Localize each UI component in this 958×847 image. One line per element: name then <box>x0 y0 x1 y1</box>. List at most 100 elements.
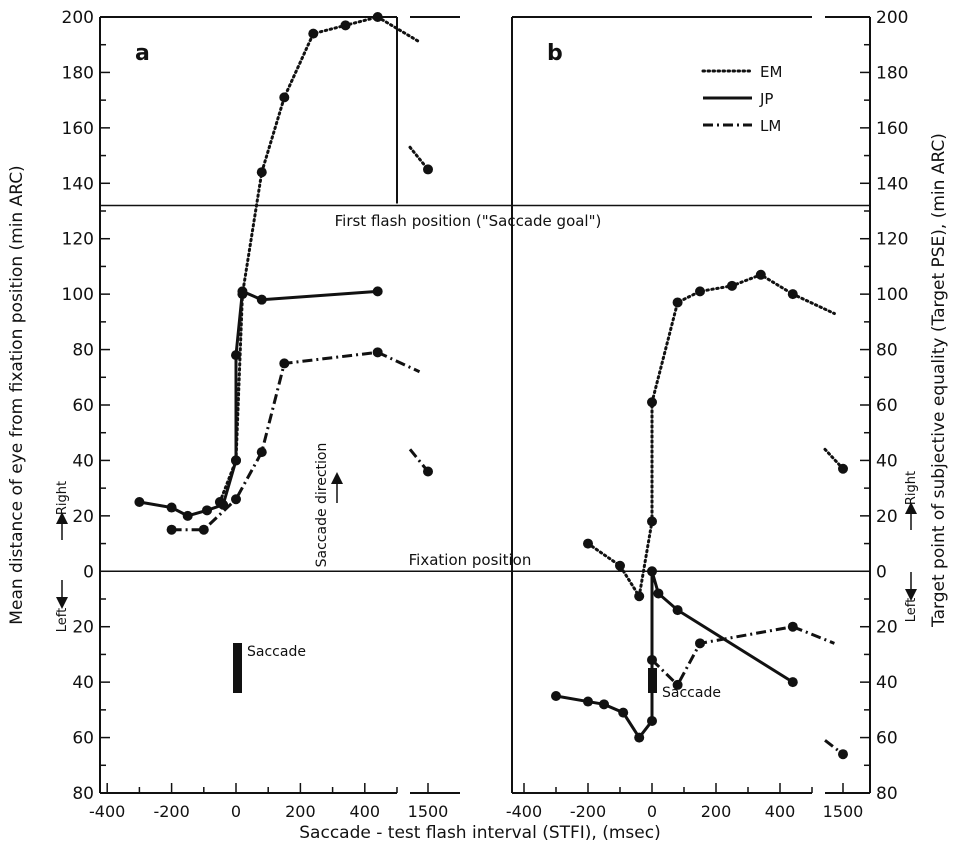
x-tick-label-0-0: -400 <box>89 802 125 821</box>
data-point-b-jp-4 <box>634 732 645 743</box>
series-tail-a-lm <box>377 350 421 374</box>
data-point-a-jp-6 <box>231 350 241 361</box>
series-1500-segment-b-lm <box>824 739 844 756</box>
left-direction-label: Left <box>55 608 70 632</box>
x-tick-label-0-3: 200 <box>285 802 316 821</box>
data-point-b-jp-2 <box>599 699 609 710</box>
y-tick-label-right-4: 0 <box>876 562 887 582</box>
x-break-tick-label-0: 1500 <box>408 802 449 821</box>
data-point-b-em-1 <box>615 560 625 571</box>
y-tick-label-left-7: 60 <box>72 396 94 416</box>
series-line-a-lm <box>171 350 378 532</box>
data-point-b-jp-5 <box>647 715 657 726</box>
data-point-1500-b-em <box>838 463 848 474</box>
y-tick-label-left-10: 120 <box>62 230 94 250</box>
data-point-b-jp-7 <box>653 588 664 599</box>
data-point-a-jp-9 <box>372 286 383 297</box>
axes: -400 -200 0 200 400 1500 -400 -200 0 200 400 150080… <box>62 8 909 821</box>
data-point-a-em-3 <box>256 167 267 178</box>
y-axis-label-right: Target point of subjective equality (Tar… <box>929 133 949 628</box>
data-point-b-jp-3 <box>618 707 629 718</box>
series-line-b-jp <box>555 570 794 741</box>
saccade-label-b: Saccade <box>662 685 721 701</box>
saccade-direction-label: Saccade direction <box>314 443 330 568</box>
first-flash-label: First flash position ("Saccade goal") <box>335 212 602 230</box>
data-point-a-jp-2 <box>182 510 193 521</box>
y-tick-label-right-0: 80 <box>876 784 898 804</box>
panel-label-a: a <box>135 41 150 66</box>
y-tick-label-left-3: 20 <box>72 618 94 638</box>
data-point-a-jp-0 <box>134 497 145 507</box>
data-point-b-em-0 <box>583 538 593 549</box>
data-point-b-em-2 <box>634 591 645 602</box>
x-tick-label-1-4: 400 <box>765 802 796 821</box>
data-point-a-jp-3 <box>202 505 213 516</box>
left-direction-label-right: Left <box>904 598 919 622</box>
data-point-a-lm-4 <box>279 358 290 369</box>
y-tick-label-left-6: 40 <box>72 451 94 471</box>
legend: EM JP LM <box>701 63 782 135</box>
y-tick-label-right-10: 120 <box>876 230 908 250</box>
saccade-bar-a <box>233 643 242 693</box>
x-break-tick-label-1: 1500 <box>823 802 864 821</box>
data-point-b-jp-8 <box>672 605 683 616</box>
data-point-b-em-9 <box>787 289 798 300</box>
y-tick-label-left-1: 60 <box>72 729 94 749</box>
y-tick-label-right-7: 60 <box>876 396 898 416</box>
y-tick-label-right-12: 160 <box>876 119 908 139</box>
y-tick-label-left-8: 80 <box>72 341 94 361</box>
x-tick-label-1-1: -200 <box>570 802 606 821</box>
data-point-a-lm-3 <box>256 447 267 458</box>
y-tick-label-left-5: 20 <box>72 507 94 527</box>
y-tick-label-left-14: 200 <box>62 8 94 28</box>
fixation-label: Fixation position <box>409 551 532 569</box>
data-point-a-jp-7 <box>237 286 248 297</box>
y-tick-label-right-1: 60 <box>876 729 898 749</box>
y-tick-label-left-13: 180 <box>62 63 94 83</box>
data-point-b-lm-3 <box>787 621 798 632</box>
series-line-b-lm <box>650 625 794 688</box>
panel-label-b: b <box>547 41 563 66</box>
y-tick-label-right-5: 20 <box>876 507 898 527</box>
y-tick-label-right-14: 200 <box>876 8 908 28</box>
data-point-b-jp-0 <box>551 691 561 701</box>
x-tick-label-1-0: -400 <box>506 802 542 821</box>
y-tick-label-right-2: 40 <box>876 673 898 693</box>
legend-label-lm: LM <box>760 117 781 135</box>
series-line-b-em <box>586 273 795 601</box>
data-point-a-em-6 <box>340 20 351 31</box>
x-tick-label-0-2: 0 <box>231 802 241 821</box>
series-line-a-em <box>218 15 380 504</box>
saccade-bar-b <box>648 668 657 693</box>
x-axis-label: Saccade - test flash interval (STFI), (m… <box>299 823 660 843</box>
y-tick-label-left-11: 140 <box>62 174 94 194</box>
y-tick-label-right-3: 20 <box>876 618 898 638</box>
data-point-b-lm-0 <box>647 654 657 665</box>
x-tick-label-0-1: -200 <box>153 802 189 821</box>
data-point-b-lm-2 <box>695 638 705 649</box>
y-tick-label-left-0: 80 <box>72 784 94 804</box>
data-point-a-jp-1 <box>166 502 177 513</box>
data-point-a-em-5 <box>308 28 319 39</box>
data-point-a-em-4 <box>279 92 290 103</box>
series-line-a-jp <box>139 289 378 518</box>
y-tick-label-left-2: 40 <box>72 673 94 693</box>
x-tick-label-0-4: 400 <box>350 802 381 821</box>
y-tick-label-right-11: 140 <box>876 174 908 194</box>
data-point-b-em-4 <box>647 397 657 408</box>
panel-b: b <box>547 41 848 760</box>
panel-a: a <box>134 12 433 535</box>
data-point-1500-b-lm <box>838 749 848 760</box>
right-direction-label-right: Right <box>904 471 919 505</box>
data-point-b-lm-1 <box>672 679 683 690</box>
right-direction-label: Right <box>55 481 70 515</box>
data-point-1500-a-lm <box>423 466 433 477</box>
data-point-b-jp-9 <box>787 677 798 688</box>
x-tick-label-1-2: 0 <box>647 802 657 821</box>
data-point-b-em-5 <box>672 297 683 308</box>
series-tail-b-em <box>791 292 836 316</box>
legend-label-em: EM <box>760 63 782 81</box>
data-point-b-jp-1 <box>583 696 593 707</box>
data-point-a-lm-2 <box>231 494 241 505</box>
